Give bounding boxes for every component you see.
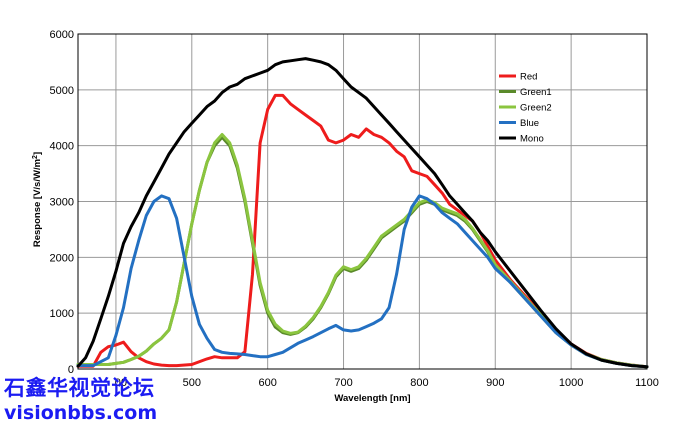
y-tick-label: 6000 (50, 29, 74, 41)
series-line-red (76, 93, 649, 369)
y-tick-label: 2000 (50, 252, 74, 264)
y-axis-label-superscript: 2 (32, 155, 39, 159)
y-axis-label-close: ] (32, 152, 43, 155)
y-tick-label: 5000 (50, 85, 74, 97)
series-line-mono (76, 57, 649, 369)
series-line-green2 (76, 133, 649, 369)
x-tick-label: 900 (486, 377, 504, 389)
legend-label-red: Red (520, 72, 537, 83)
plot-frame (77, 33, 648, 370)
series-line-blue (76, 194, 649, 369)
y-tick-label: 4000 (50, 141, 74, 153)
y-axis-label-text: Response [V/s/W/m (32, 159, 43, 247)
x-tick-label: 600 (258, 377, 276, 389)
y-axis-label: Response [V/s/W/m2] (32, 152, 43, 247)
series-layer (76, 57, 649, 369)
x-tick-label: 1100 (635, 377, 659, 389)
x-tick-label: 1000 (559, 377, 583, 389)
x-tick-label: 700 (334, 377, 352, 389)
legend-label-blue: Blue (520, 118, 539, 129)
y-tick-label: 3000 (50, 197, 74, 209)
legend: Red Green1 Green2 Blue Mono (499, 72, 552, 145)
x-tick-label-partial: 00 (115, 377, 127, 389)
x-tick-label: 800 (410, 377, 428, 389)
legend-label-green1: Green1 (520, 87, 552, 98)
watermark-url: visionbbs.com (4, 402, 158, 424)
x-axis-label: Wavelength [nm] (334, 393, 410, 404)
legend-label-green2: Green2 (520, 103, 552, 114)
y-tick-label: 1000 (50, 308, 74, 320)
tick-labels: 500 600 700 800 900 1000 110000010002000300040… (50, 29, 659, 389)
y-tick-label: 0 (68, 364, 74, 376)
watermark-title: 石鑫华视觉论坛 (4, 376, 155, 400)
legend-label-mono: Mono (520, 134, 544, 145)
grid-lines (78, 33, 648, 370)
x-tick-label: 500 (183, 377, 201, 389)
